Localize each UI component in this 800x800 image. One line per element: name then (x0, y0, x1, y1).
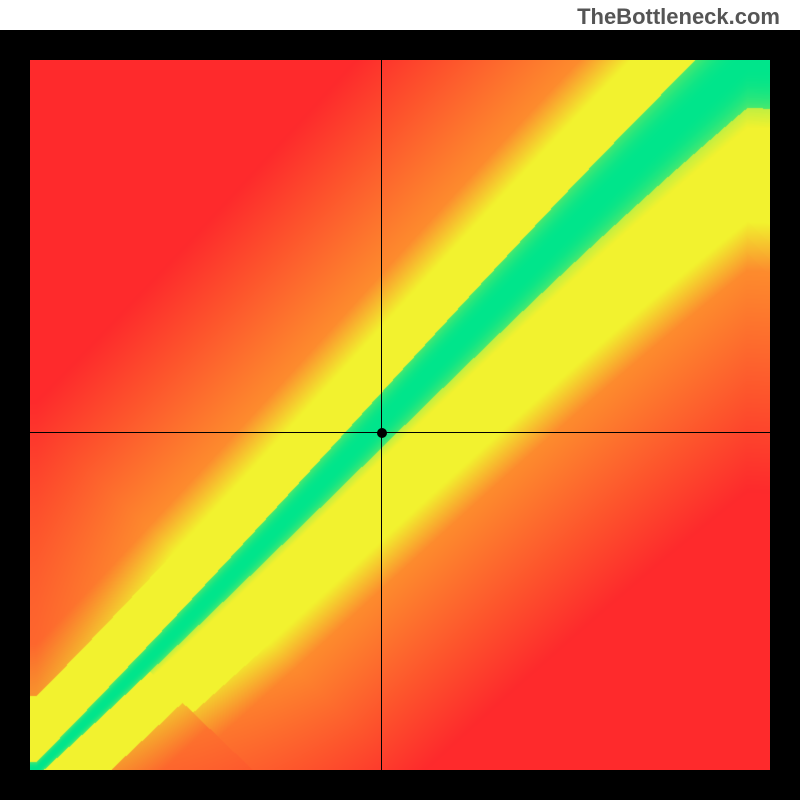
watermark-text: TheBottleneck.com (577, 4, 780, 30)
crosshair-horizontal (30, 432, 770, 433)
crosshair-vertical (381, 60, 382, 770)
marker-dot (377, 428, 387, 438)
heatmap-canvas (30, 60, 770, 770)
plot-area (30, 60, 770, 770)
chart-container: TheBottleneck.com (0, 0, 800, 800)
